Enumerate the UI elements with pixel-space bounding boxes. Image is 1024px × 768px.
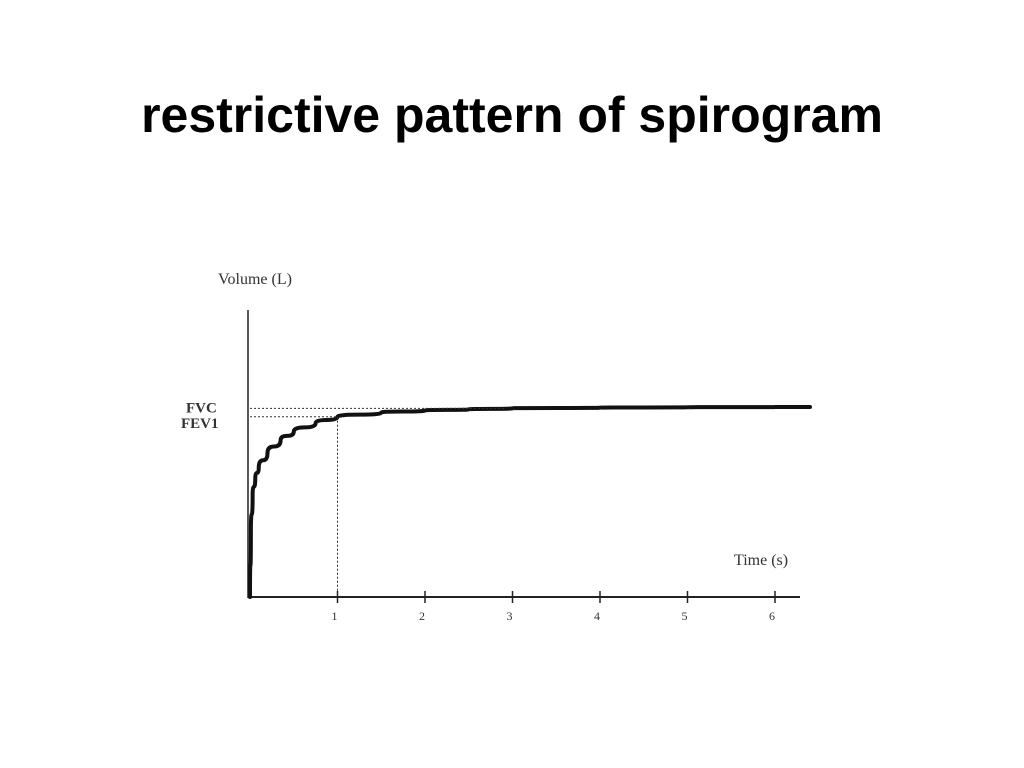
x-tick-label: 3 xyxy=(507,609,513,623)
slide-title: restrictive pattern of spirogram xyxy=(141,87,883,143)
x-tick-label: 2 xyxy=(419,609,425,623)
x-tick-label: 1 xyxy=(332,609,338,623)
y-axis-label: Volume (L) xyxy=(218,271,292,288)
x-tick-label: 5 xyxy=(682,609,688,623)
fev1-label: FEV1 xyxy=(181,416,219,432)
x-tick-label: 4 xyxy=(594,609,600,623)
x-axis-label: Time (s) xyxy=(734,552,788,569)
x-tick-label: 6 xyxy=(769,609,775,623)
volume-time-curve xyxy=(248,405,812,599)
fvc-label: FVC xyxy=(186,400,217,416)
